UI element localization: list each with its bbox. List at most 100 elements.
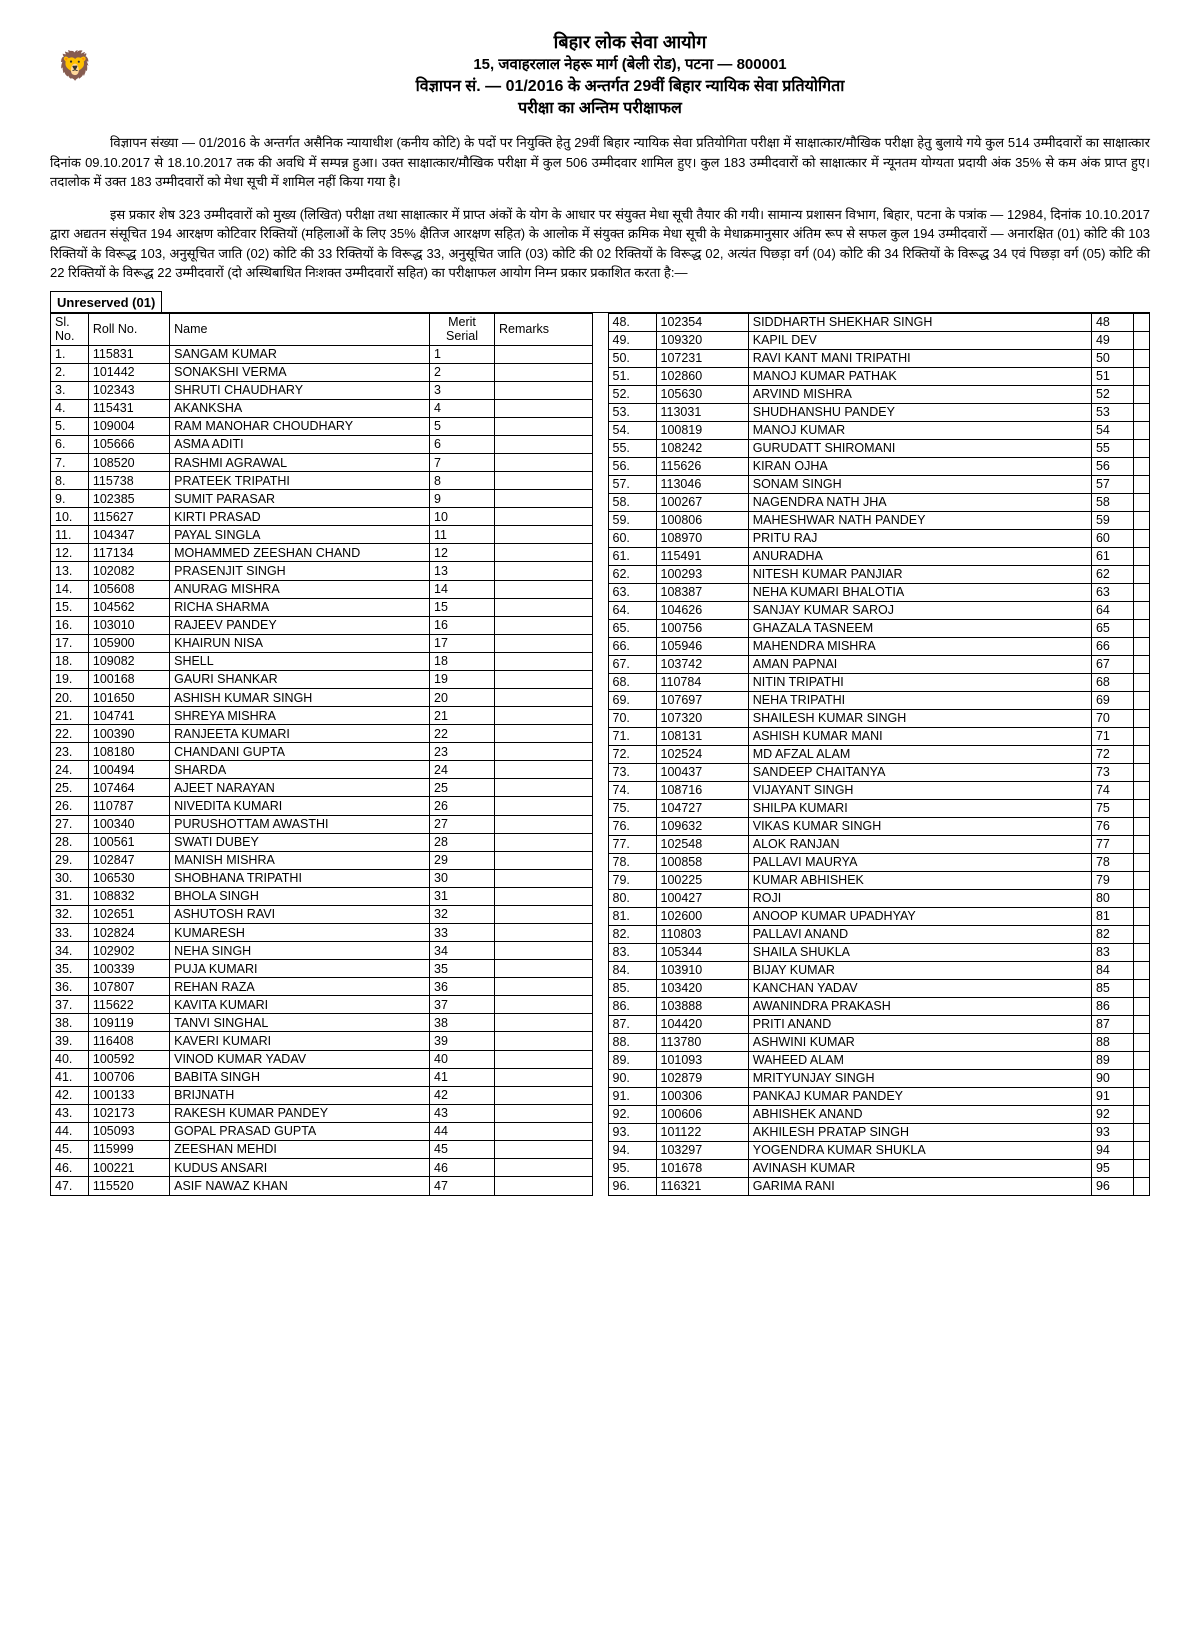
cell-roll: 106530: [88, 869, 169, 887]
table-row: 82. 110803 PALLAVI ANAND 82: [608, 925, 1150, 943]
cell-sl: 26.: [51, 797, 89, 815]
cell-sl: 41.: [51, 1068, 89, 1086]
cell-name: ROJI: [748, 889, 1091, 907]
table-row: 89. 101093 WAHEED ALAM 89: [608, 1051, 1150, 1069]
cell-merit: 53: [1091, 403, 1133, 421]
cell-merit: 40: [430, 1050, 495, 1068]
table-row: 53. 113031 SHUDHANSHU PANDEY 53: [608, 403, 1150, 421]
cell-remarks: [495, 1104, 593, 1122]
cell-remarks: [495, 634, 593, 652]
cell-sl: 49.: [608, 331, 656, 349]
table-row: 28. 100561 SWATI DUBEY 28: [51, 833, 593, 851]
cell-roll: 105608: [88, 580, 169, 598]
cell-name: ABHISHEK ANAND: [748, 1105, 1091, 1123]
cell-name: NEHA KUMARI BHALOTIA: [748, 583, 1091, 601]
table-row: 40. 100592 VINOD KUMAR YADAV 40: [51, 1050, 593, 1068]
cell-merit: 38: [430, 1014, 495, 1032]
cell-sl: 80.: [608, 889, 656, 907]
table-row: 58. 100267 NAGENDRA NATH JHA 58: [608, 493, 1150, 511]
cell-roll: 102343: [88, 381, 169, 399]
cell-name: SWATI DUBEY: [170, 833, 430, 851]
table-row: 45. 115999 ZEESHAN MEHDI 45: [51, 1140, 593, 1158]
cell-remarks: [1133, 421, 1149, 439]
cell-roll: 100168: [88, 670, 169, 688]
table-row: 55. 108242 GURUDATT SHIROMANI 55: [608, 439, 1150, 457]
cell-remarks: [1133, 1033, 1149, 1051]
cell-name: WAHEED ALAM: [748, 1051, 1091, 1069]
results-table-right: 48. 102354 SIDDHARTH SHEKHAR SINGH 48 49…: [608, 313, 1151, 1196]
cell-roll: 102385: [88, 490, 169, 508]
cell-merit: 48: [1091, 313, 1133, 331]
cell-roll: 101678: [656, 1159, 748, 1177]
cell-name: BIJAY KUMAR: [748, 961, 1091, 979]
cell-remarks: [495, 1122, 593, 1140]
cell-name: KUMARESH: [170, 924, 430, 942]
cell-roll: 102651: [88, 905, 169, 923]
cell-merit: 19: [430, 670, 495, 688]
table-row: 90. 102879 MRITYUNJAY SINGH 90: [608, 1069, 1150, 1087]
cell-merit: 23: [430, 743, 495, 761]
cell-sl: 85.: [608, 979, 656, 997]
cell-merit: 17: [430, 634, 495, 652]
cell-merit: 12: [430, 544, 495, 562]
cell-name: PRASENJIT SINGH: [170, 562, 430, 580]
cell-roll: 102354: [656, 313, 748, 331]
cell-merit: 61: [1091, 547, 1133, 565]
table-row: 87. 104420 PRITI ANAND 87: [608, 1015, 1150, 1033]
cell-merit: 29: [430, 851, 495, 869]
cell-name: SHREYA MISHRA: [170, 707, 430, 725]
cell-remarks: [1133, 835, 1149, 853]
cell-name: ASHISH KUMAR MANI: [748, 727, 1091, 745]
cell-sl: 27.: [51, 815, 89, 833]
cell-name: ANOOP KUMAR UPADHYAY: [748, 907, 1091, 925]
cell-sl: 61.: [608, 547, 656, 565]
cell-roll: 105093: [88, 1122, 169, 1140]
cell-sl: 75.: [608, 799, 656, 817]
cell-name: SIDDHARTH SHEKHAR SINGH: [748, 313, 1091, 331]
cell-roll: 105630: [656, 385, 748, 403]
cell-roll: 100806: [656, 511, 748, 529]
cell-name: BHOLA SINGH: [170, 887, 430, 905]
cell-name: SHARDA: [170, 761, 430, 779]
cell-merit: 37: [430, 996, 495, 1014]
cell-merit: 5: [430, 417, 495, 435]
cell-merit: 69: [1091, 691, 1133, 709]
cell-name: BRIJNATH: [170, 1086, 430, 1104]
cell-remarks: [1133, 637, 1149, 655]
cell-name: PANKAJ KUMAR PANDEY: [748, 1087, 1091, 1105]
cell-merit: 27: [430, 815, 495, 833]
cell-sl: 60.: [608, 529, 656, 547]
cell-sl: 52.: [608, 385, 656, 403]
table-row: 11. 104347 PAYAL SINGLA 11: [51, 526, 593, 544]
cell-merit: 39: [430, 1032, 495, 1050]
cell-roll: 100756: [656, 619, 748, 637]
cell-sl: 44.: [51, 1122, 89, 1140]
cell-name: KIRAN OJHA: [748, 457, 1091, 475]
cell-name: KANCHAN YADAV: [748, 979, 1091, 997]
cell-merit: 93: [1091, 1123, 1133, 1141]
cell-remarks: [495, 580, 593, 598]
cell-remarks: [495, 472, 593, 490]
cell-sl: 6.: [51, 435, 89, 453]
table-row: 19. 100168 GAURI SHANKAR 19: [51, 670, 593, 688]
cell-name: NITESH KUMAR PANJIAR: [748, 565, 1091, 583]
cell-merit: 22: [430, 725, 495, 743]
cell-remarks: [495, 1050, 593, 1068]
cell-sl: 64.: [608, 601, 656, 619]
cell-merit: 82: [1091, 925, 1133, 943]
cell-roll: 100706: [88, 1068, 169, 1086]
table-row: 34. 102902 NEHA SINGH 34: [51, 942, 593, 960]
cell-merit: 81: [1091, 907, 1133, 925]
cell-roll: 117134: [88, 544, 169, 562]
cell-sl: 12.: [51, 544, 89, 562]
cell-remarks: [495, 887, 593, 905]
cell-name: SONAKSHI VERMA: [170, 363, 430, 381]
cell-roll: 109632: [656, 817, 748, 835]
cell-roll: 113031: [656, 403, 748, 421]
cell-remarks: [1133, 331, 1149, 349]
cell-roll: 102173: [88, 1104, 169, 1122]
cell-sl: 51.: [608, 367, 656, 385]
cell-merit: 88: [1091, 1033, 1133, 1051]
cell-roll: 109119: [88, 1014, 169, 1032]
cell-sl: 45.: [51, 1140, 89, 1158]
